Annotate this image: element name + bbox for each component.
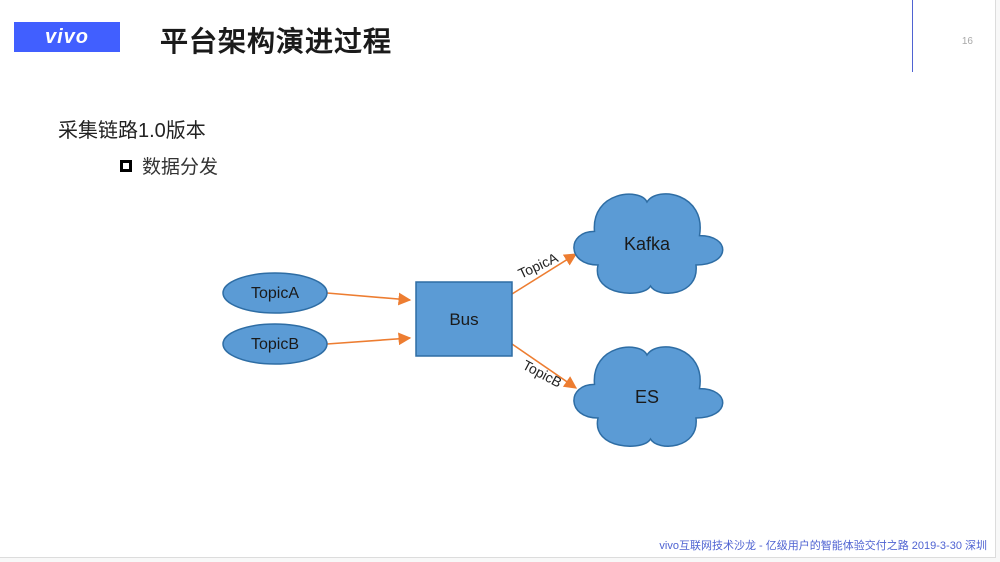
bullet-icon [120,160,132,172]
svg-text:TopicA: TopicA [515,249,560,282]
page-number: 16 [962,36,973,47]
section-subtitle: 采集链路1.0版本 [58,114,206,143]
architecture-diagram: TopicA TopicB TopicA TopicB Bus Kafka ES [0,0,1000,562]
svg-text:ES: ES [635,387,659,407]
svg-text:TopicA: TopicA [251,285,299,302]
svg-text:TopicB: TopicB [520,357,565,391]
page-title: 平台架构演进过程 [160,20,392,60]
logo-text: vivo [45,26,89,49]
slide: vivo 平台架构演进过程 16 采集链路1.0版本 数据分发 TopicA To… [0,0,996,558]
bullet-text: 数据分发 [142,152,218,179]
svg-text:Bus: Bus [449,310,478,329]
logo-box: vivo [14,22,120,52]
svg-text:TopicB: TopicB [251,336,299,353]
footer-text: vivo互联网技术沙龙 - 亿级用户的智能体验交付之路 2019-3-30 深圳 [659,537,987,553]
bullet-row: 数据分发 [120,152,218,179]
svg-text:Kafka: Kafka [624,234,671,254]
accent-line [912,0,913,72]
